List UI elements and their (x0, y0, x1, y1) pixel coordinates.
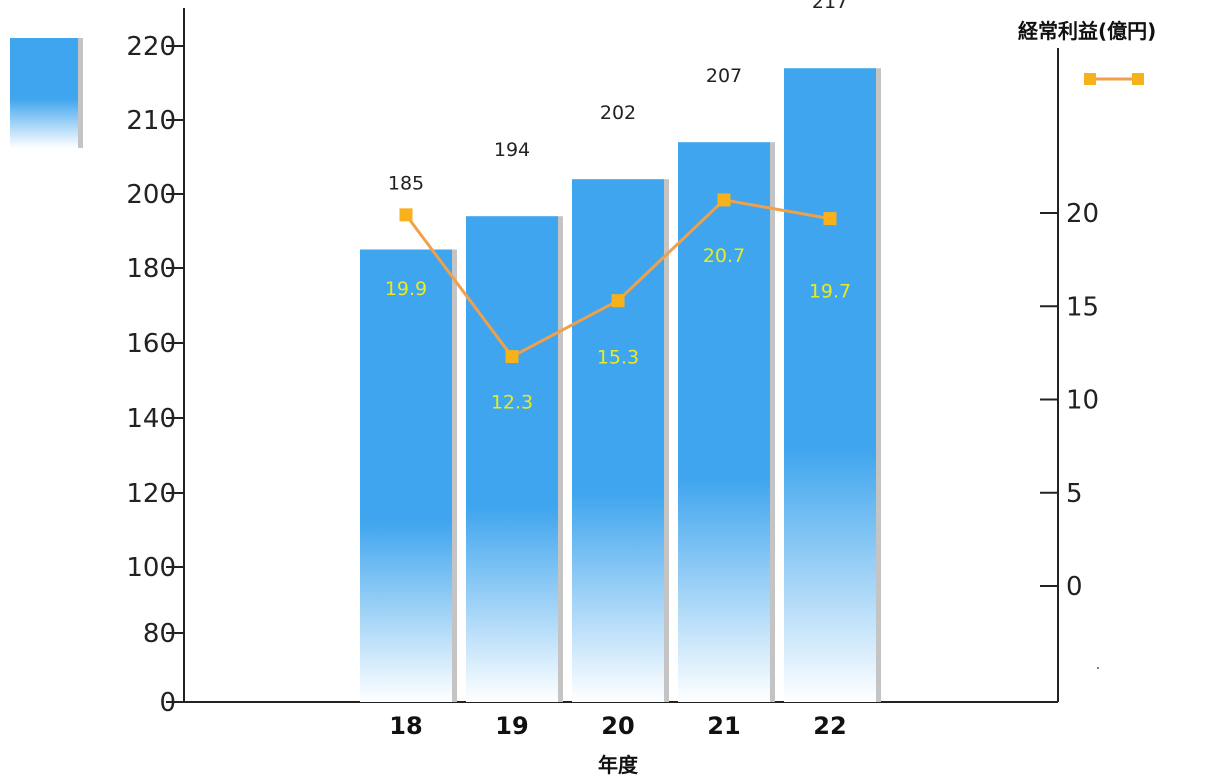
line-value-label: 15.3 (597, 347, 639, 369)
bar-shadow (770, 142, 775, 702)
bar-value-label: 207 (706, 65, 742, 87)
bar-shadow (558, 216, 563, 702)
left-tick-label: 140 (126, 404, 176, 434)
line-value-label: 19.9 (385, 278, 427, 300)
bar-value-label: 202 (600, 102, 636, 124)
bars: 185 194 202 207 217 (360, 0, 881, 702)
right-tick-label: 0 (1066, 572, 1083, 602)
bar-value-label: 217 (812, 0, 848, 13)
right-tick-label: 5 (1066, 479, 1083, 509)
left-tick-label: 100 (126, 553, 176, 583)
bar-shadow (664, 179, 669, 702)
line-marker (823, 212, 837, 226)
category-labels: 18 19 20 21 22 (389, 712, 846, 740)
bar-value-label: 194 (494, 139, 530, 161)
x-axis-title: 年度 (598, 753, 639, 777)
left-tick-label: 210 (126, 106, 176, 136)
bar (784, 68, 876, 702)
legend-bar-shadow (78, 38, 83, 148)
right-tick-label: 10 (1066, 386, 1099, 416)
bar (572, 179, 664, 702)
left-tick-label: 220 (126, 32, 176, 62)
line-marker (399, 208, 413, 222)
category-label: 22 (813, 712, 846, 740)
bar-shadow (452, 249, 457, 702)
left-tick-label: 200 (126, 180, 176, 210)
line-value-label: 19.7 (809, 281, 851, 303)
line-marker (505, 350, 519, 364)
right-axis: 0 5 10 15 20 (1040, 48, 1099, 702)
bar (466, 216, 558, 702)
bar (360, 249, 452, 702)
category-label: 18 (389, 712, 422, 740)
right-tick-label: 15 (1066, 292, 1099, 322)
stray-dot (1097, 667, 1099, 669)
legend-line-marker-left (1084, 73, 1096, 85)
legend-bar-swatch (10, 38, 78, 148)
right-axis-title: 経常利益(億円) (1018, 19, 1156, 43)
left-tick-label: 0 (159, 688, 176, 718)
bar-value-label: 185 (388, 173, 424, 195)
right-tick-label: 20 (1066, 199, 1099, 229)
bar-shadow (876, 68, 881, 702)
line-value-label: 20.7 (703, 245, 745, 267)
category-label: 21 (707, 712, 740, 740)
line-marker (611, 294, 625, 308)
category-label: 20 (601, 712, 634, 740)
legend-line (1084, 73, 1144, 85)
line-marker (717, 193, 731, 207)
left-tick-label: 180 (126, 254, 176, 284)
left-tick-label: 160 (126, 329, 176, 359)
bar (678, 142, 770, 702)
line-series: 19.9 12.3 15.3 20.7 19.7 (385, 193, 851, 414)
category-label: 19 (495, 712, 528, 740)
legend-bar (10, 38, 83, 148)
left-tick-label: 80 (143, 619, 176, 649)
left-axis: 0 80 100 120 140 160 180 200 210 220 (126, 8, 185, 718)
legend-line-marker-right (1132, 73, 1144, 85)
line-value-label: 12.3 (491, 392, 533, 414)
left-tick-label: 120 (126, 479, 176, 509)
